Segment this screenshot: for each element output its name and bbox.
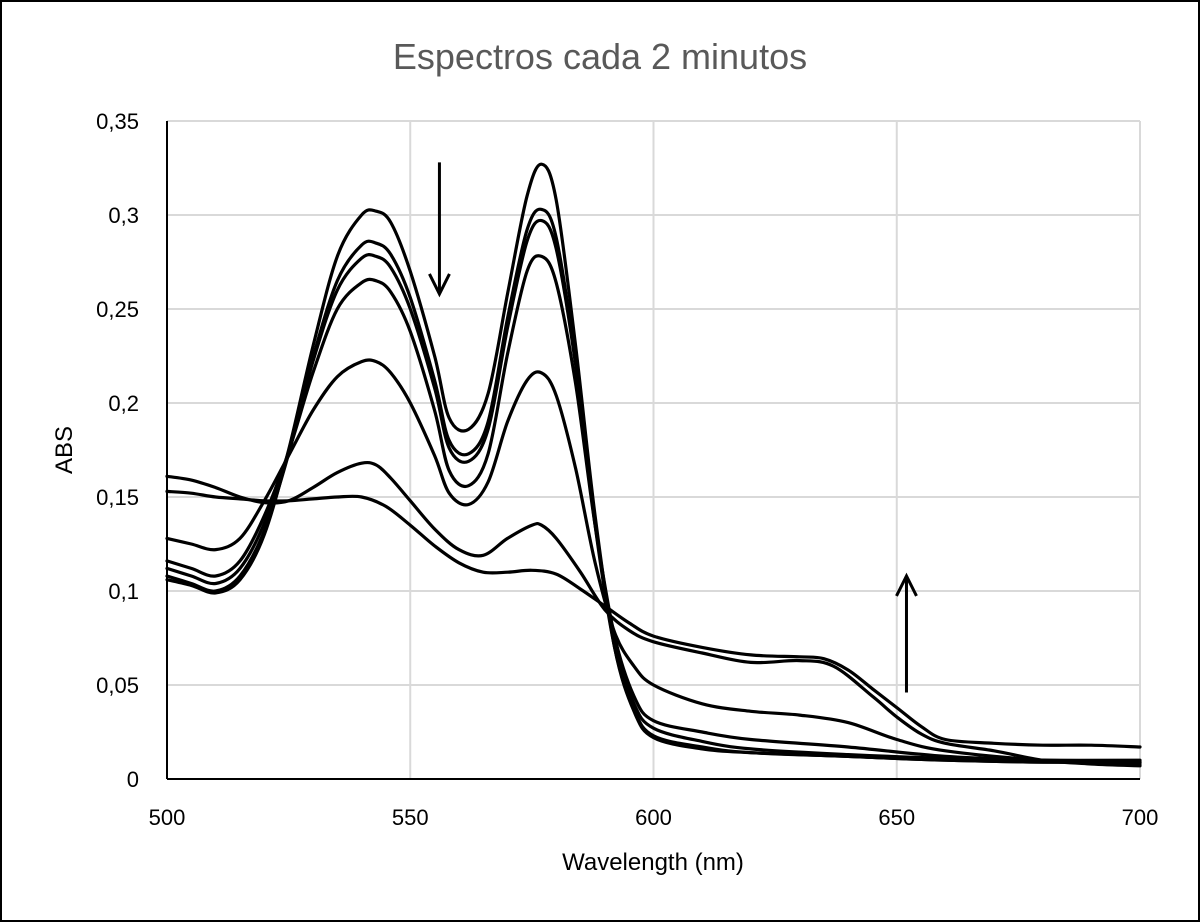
y-tick-label: 0,2	[108, 391, 139, 416]
chart-title: Espectros cada 2 minutos	[392, 36, 808, 77]
y-tick-label: 0,05	[96, 673, 139, 698]
y-tick-label: 0,3	[108, 203, 139, 228]
series-line-6	[165, 460, 1142, 768]
series-line-7	[165, 489, 1142, 749]
series-line-4	[165, 254, 1142, 764]
annotations	[428, 162, 918, 693]
arrow-up-annotation	[895, 572, 918, 693]
x-tick-label: 650	[878, 805, 915, 830]
series-lines	[165, 162, 1142, 768]
arrow-down-annotation	[428, 162, 451, 298]
y-tick-label: 0,35	[96, 109, 139, 134]
y-tick-label: 0	[127, 767, 139, 792]
y-axis-title: ABS	[51, 426, 78, 474]
y-tick-label: 0,1	[108, 579, 139, 604]
y-tick-label: 0,25	[96, 297, 139, 322]
x-tick-label: 600	[635, 805, 672, 830]
x-axis-title: Wavelength (nm)	[562, 849, 744, 876]
series-line-5	[165, 358, 1142, 766]
x-tick-label: 700	[1122, 805, 1159, 830]
x-tick-label: 550	[392, 805, 429, 830]
gridlines	[167, 120, 1141, 779]
x-tick-label: 500	[149, 805, 186, 830]
tick-labels: 500 550 600 650 700 0 0,05 0,1 0,15 0,2 0,25 0,3 0,3…	[96, 109, 1158, 830]
y-tick-label: 0,15	[96, 485, 139, 510]
axes	[166, 121, 1140, 780]
